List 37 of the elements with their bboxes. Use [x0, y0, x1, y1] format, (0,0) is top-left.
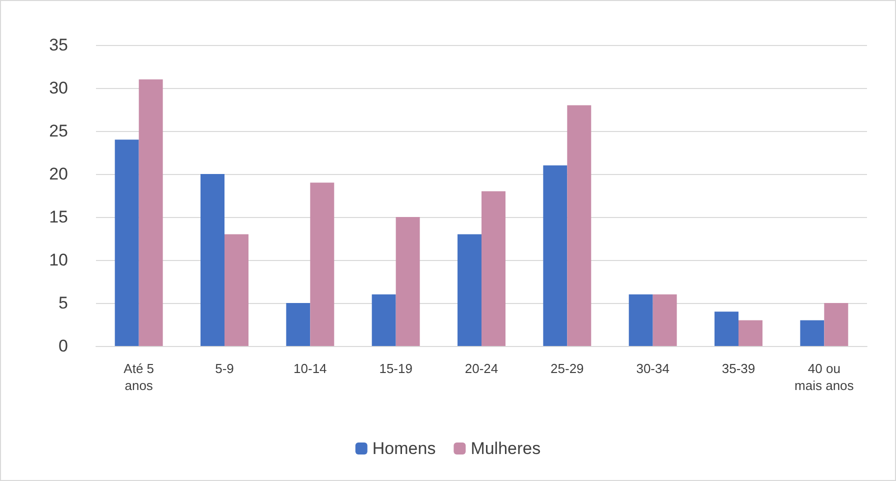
x-tick-label: 40 ou mais anos: [794, 361, 854, 393]
x-tick-label: 20-24: [464, 361, 498, 376]
y-tick-label: 0: [58, 336, 68, 356]
bar: [482, 191, 506, 346]
bar: [652, 294, 677, 346]
x-tick-label: 30-34: [636, 361, 670, 376]
bar: [738, 320, 762, 346]
bar: [824, 303, 848, 346]
x-tick-label: Até 5 anos: [124, 361, 154, 393]
y-tick-label: 20: [49, 164, 68, 184]
bar: [310, 182, 334, 346]
bar: [138, 79, 163, 346]
legend-label: Mulheres: [470, 439, 541, 458]
bar: [628, 294, 653, 346]
y-tick-label: 25: [49, 122, 68, 140]
x-tick-label: 15-19: [379, 361, 412, 376]
bar: [458, 234, 482, 346]
bar: [114, 140, 139, 346]
x-tick-label: 10-14: [294, 361, 327, 376]
bar: [224, 234, 248, 346]
bar: [543, 165, 568, 346]
x-tick-label: 25-29: [550, 361, 584, 376]
x-tick-label: 35-39: [722, 361, 756, 376]
bar: [286, 303, 310, 346]
y-tick-label: 10: [49, 250, 68, 270]
y-tick-label: 5: [58, 294, 68, 312]
x-tick-label: 5-9: [215, 361, 234, 376]
bar: [714, 312, 738, 346]
bar: [372, 294, 396, 346]
y-tick-label: 30: [49, 78, 68, 98]
bar: [567, 105, 592, 346]
y-tick-label: 35: [49, 36, 68, 54]
bar: [396, 217, 420, 346]
bar: [800, 320, 824, 346]
bar: [200, 174, 224, 346]
legend-label: Homens: [372, 439, 436, 458]
y-tick-label: 15: [49, 208, 68, 226]
